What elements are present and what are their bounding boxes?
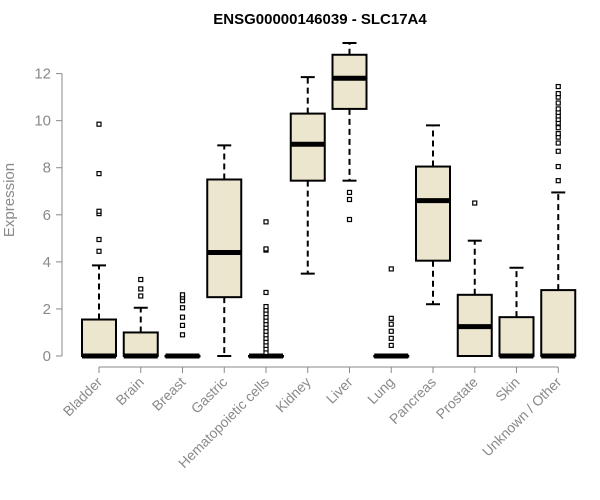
outlier-point — [388, 342, 394, 349]
y-tick-label: 12 — [34, 66, 51, 83]
x-tick-label: Unknown / Other — [479, 374, 565, 460]
outlier-point — [555, 125, 561, 131]
outlier-point — [472, 200, 478, 206]
outlier-point — [555, 178, 561, 184]
outlier-point — [346, 196, 353, 203]
outlier-point — [555, 106, 561, 112]
chart-title: ENSG00000146039 - SLC17A4 — [213, 11, 427, 28]
x-tick-label: Brain — [112, 374, 146, 408]
y-tick-label: 8 — [43, 160, 51, 177]
outlier-point — [138, 276, 144, 283]
box-group — [289, 76, 326, 275]
y-tick-label: 4 — [43, 254, 51, 271]
box-iqr — [206, 178, 243, 299]
box-group — [164, 292, 201, 359]
outlier-point — [388, 321, 394, 327]
outlier-point — [96, 236, 102, 243]
x-tick-label: Breast — [149, 374, 189, 414]
outlier-point — [388, 328, 394, 334]
outlier-point — [263, 289, 269, 296]
box-group — [456, 200, 493, 358]
boxes-layer — [81, 42, 577, 359]
box-group — [248, 219, 284, 359]
outlier-point — [555, 90, 561, 97]
box-iqr — [498, 316, 535, 357]
outlier-point — [346, 189, 353, 196]
outlier-point — [555, 163, 561, 170]
y-axis: 0 2 4 6 8 10 12 — [34, 66, 63, 365]
box-group — [122, 276, 159, 359]
outlier-point — [96, 208, 102, 214]
outlier-point — [96, 171, 102, 177]
x-tick-label: Skin — [492, 374, 523, 405]
y-tick-label: 0 — [43, 348, 51, 365]
x-tick-label: Prostate — [433, 374, 481, 422]
outlier-point — [179, 314, 186, 320]
outlier-point — [388, 315, 394, 321]
box-iqr — [289, 112, 326, 182]
x-tick-label: Kidney — [272, 374, 314, 416]
box-iqr — [122, 331, 159, 357]
box-iqr — [540, 289, 577, 357]
box-iqr — [81, 318, 117, 357]
outlier-point — [138, 286, 144, 292]
x-tick-label: Lung — [364, 374, 397, 407]
box-group — [498, 266, 535, 359]
box-group — [373, 266, 410, 359]
outlier-point — [388, 335, 394, 341]
outlier-point — [555, 148, 561, 154]
outlier-point — [555, 100, 561, 106]
box-group — [206, 144, 243, 357]
y-tick-label: 2 — [43, 301, 51, 318]
outlier-point — [96, 248, 102, 254]
outlier-point — [346, 216, 353, 223]
outlier-point — [555, 83, 561, 90]
outlier-point — [263, 246, 269, 252]
outlier-point — [179, 332, 186, 338]
y-tick-label: 6 — [43, 207, 51, 224]
y-tick-label: 10 — [34, 113, 51, 130]
x-tick-label: Liver — [323, 374, 356, 407]
box-group — [331, 42, 368, 223]
outlier-point — [263, 219, 269, 225]
x-tick-label: Bladder — [60, 374, 106, 420]
outlier-point — [555, 131, 561, 137]
box-iqr — [331, 53, 368, 110]
outlier-point — [179, 322, 186, 329]
y-axis-label: Expression — [1, 163, 18, 237]
box-group — [415, 124, 451, 306]
outlier-point — [179, 305, 186, 311]
outlier-point — [388, 266, 394, 272]
outlier-point — [96, 121, 102, 127]
outlier-point — [555, 140, 561, 146]
outlier-point — [263, 303, 269, 310]
box-iqr — [415, 165, 451, 262]
box-group — [540, 83, 577, 359]
box-group — [81, 121, 117, 359]
outlier-point — [179, 292, 186, 298]
outlier-point — [138, 293, 144, 299]
